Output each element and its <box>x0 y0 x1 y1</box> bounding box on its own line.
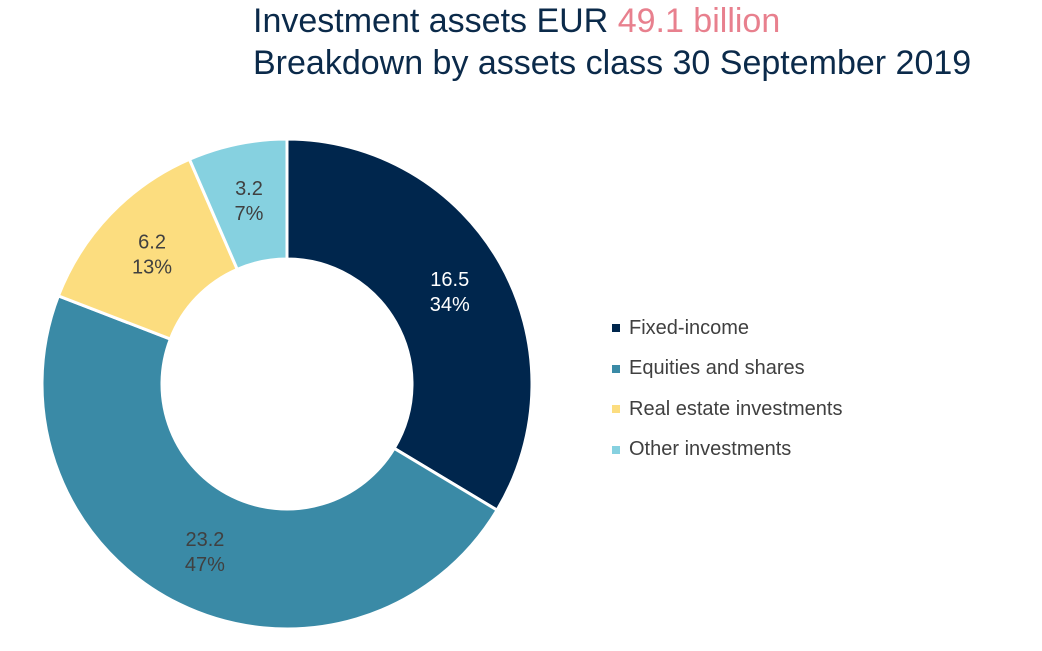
title-prefix: Investment assets EUR <box>253 2 618 40</box>
slice-percent-label-0: 34% <box>430 294 470 316</box>
slice-value-label-1: 23.2 <box>185 529 224 551</box>
legend-item-1: Equities and shares <box>612 349 842 390</box>
slice-0 <box>285 137 534 513</box>
slice-value-label-2: 6.2 <box>138 232 166 254</box>
legend-item-3: Other investments <box>612 430 842 471</box>
legend-item-0: Fixed-income <box>612 308 842 349</box>
legend-swatch-1 <box>612 364 620 373</box>
legend-label-2: Real estate investments <box>629 397 843 420</box>
slice-1 <box>40 293 500 631</box>
legend: Fixed-income Equities and shares Real esta… <box>612 308 842 470</box>
slice-value-label-0: 16.5 <box>430 269 469 291</box>
legend-item-2: Real estate investments <box>612 389 842 430</box>
legend-swatch-2 <box>612 405 620 414</box>
slice-percent-label-3: 7% <box>235 203 264 225</box>
slice-percent-label-1: 47% <box>185 554 225 576</box>
legend-label-3: Other investments <box>629 438 792 461</box>
legend-label-0: Fixed-income <box>629 316 750 339</box>
chart-subtitle: Breakdown by assets class 30 September 2… <box>253 44 972 82</box>
title-highlight: 49.1 billion <box>617 2 781 40</box>
slice-value-label-3: 3.2 <box>235 178 263 200</box>
title-line-1: Investment assets EUR 49.1 billion <box>253 0 1042 42</box>
legend-swatch-3 <box>612 445 620 454</box>
slice-3 <box>187 137 289 272</box>
chart-title: Investment assets EUR 49.1 billion Break… <box>253 0 1042 84</box>
slice-percent-label-2: 13% <box>132 257 172 279</box>
legend-label-1: Equities and shares <box>629 357 805 380</box>
legend-swatch-0 <box>612 324 620 333</box>
